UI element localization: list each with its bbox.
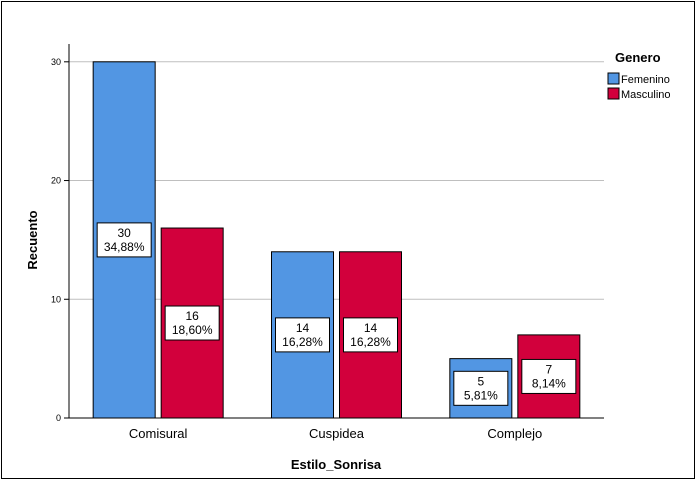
y-tick-label: 0 [56, 413, 61, 423]
y-axis: 0 10 20 30 [51, 44, 70, 423]
y-axis-title: Recuento [25, 210, 40, 269]
data-label-box [453, 370, 509, 406]
x-axis-title: Estilo_Sonrisa [291, 457, 382, 472]
data-label: 55,81% [453, 370, 509, 406]
y-tick-label: 30 [51, 57, 61, 67]
data-label-count: 7 [545, 362, 552, 376]
data-label-percent: 16,28% [350, 335, 391, 349]
data-label-count: 14 [364, 321, 378, 335]
data-label-count: 30 [117, 226, 131, 240]
data-label-box [275, 317, 330, 353]
x-axis: Comisural Cuspidea Complejo [69, 417, 604, 441]
data-label-count: 14 [296, 321, 310, 335]
data-label-count: 16 [185, 309, 199, 323]
legend-swatch-femenino [607, 72, 620, 85]
x-tick-label: Cuspidea [309, 426, 365, 441]
legend-label-femenino: Femenino [621, 74, 670, 86]
data-label-box [521, 358, 577, 394]
x-tick-label: Complejo [487, 426, 542, 441]
legend: Genero Femenino Masculino [607, 50, 671, 101]
data-label-percent: 18,60% [172, 323, 213, 337]
gridlines [69, 61, 604, 300]
data-label-percent: 34,88% [104, 240, 145, 254]
data-label-box [96, 222, 152, 258]
data-label: 78,14% [521, 358, 577, 394]
data-label-percent: 8,14% [532, 376, 566, 390]
y-tick-label: 10 [51, 294, 61, 304]
data-label-box [343, 317, 398, 353]
x-tick-label: Comisural [129, 426, 188, 441]
data-label-count: 5 [477, 374, 484, 388]
legend-label-masculino: Masculino [621, 89, 671, 101]
data-label-percent: 5,81% [464, 388, 498, 402]
data-label-box [164, 305, 220, 341]
legend-swatch-masculino [607, 87, 620, 100]
y-tick-label: 20 [51, 176, 61, 186]
data-label-percent: 16,28% [282, 335, 323, 349]
bars [92, 61, 581, 419]
legend-title: Genero [615, 50, 661, 65]
